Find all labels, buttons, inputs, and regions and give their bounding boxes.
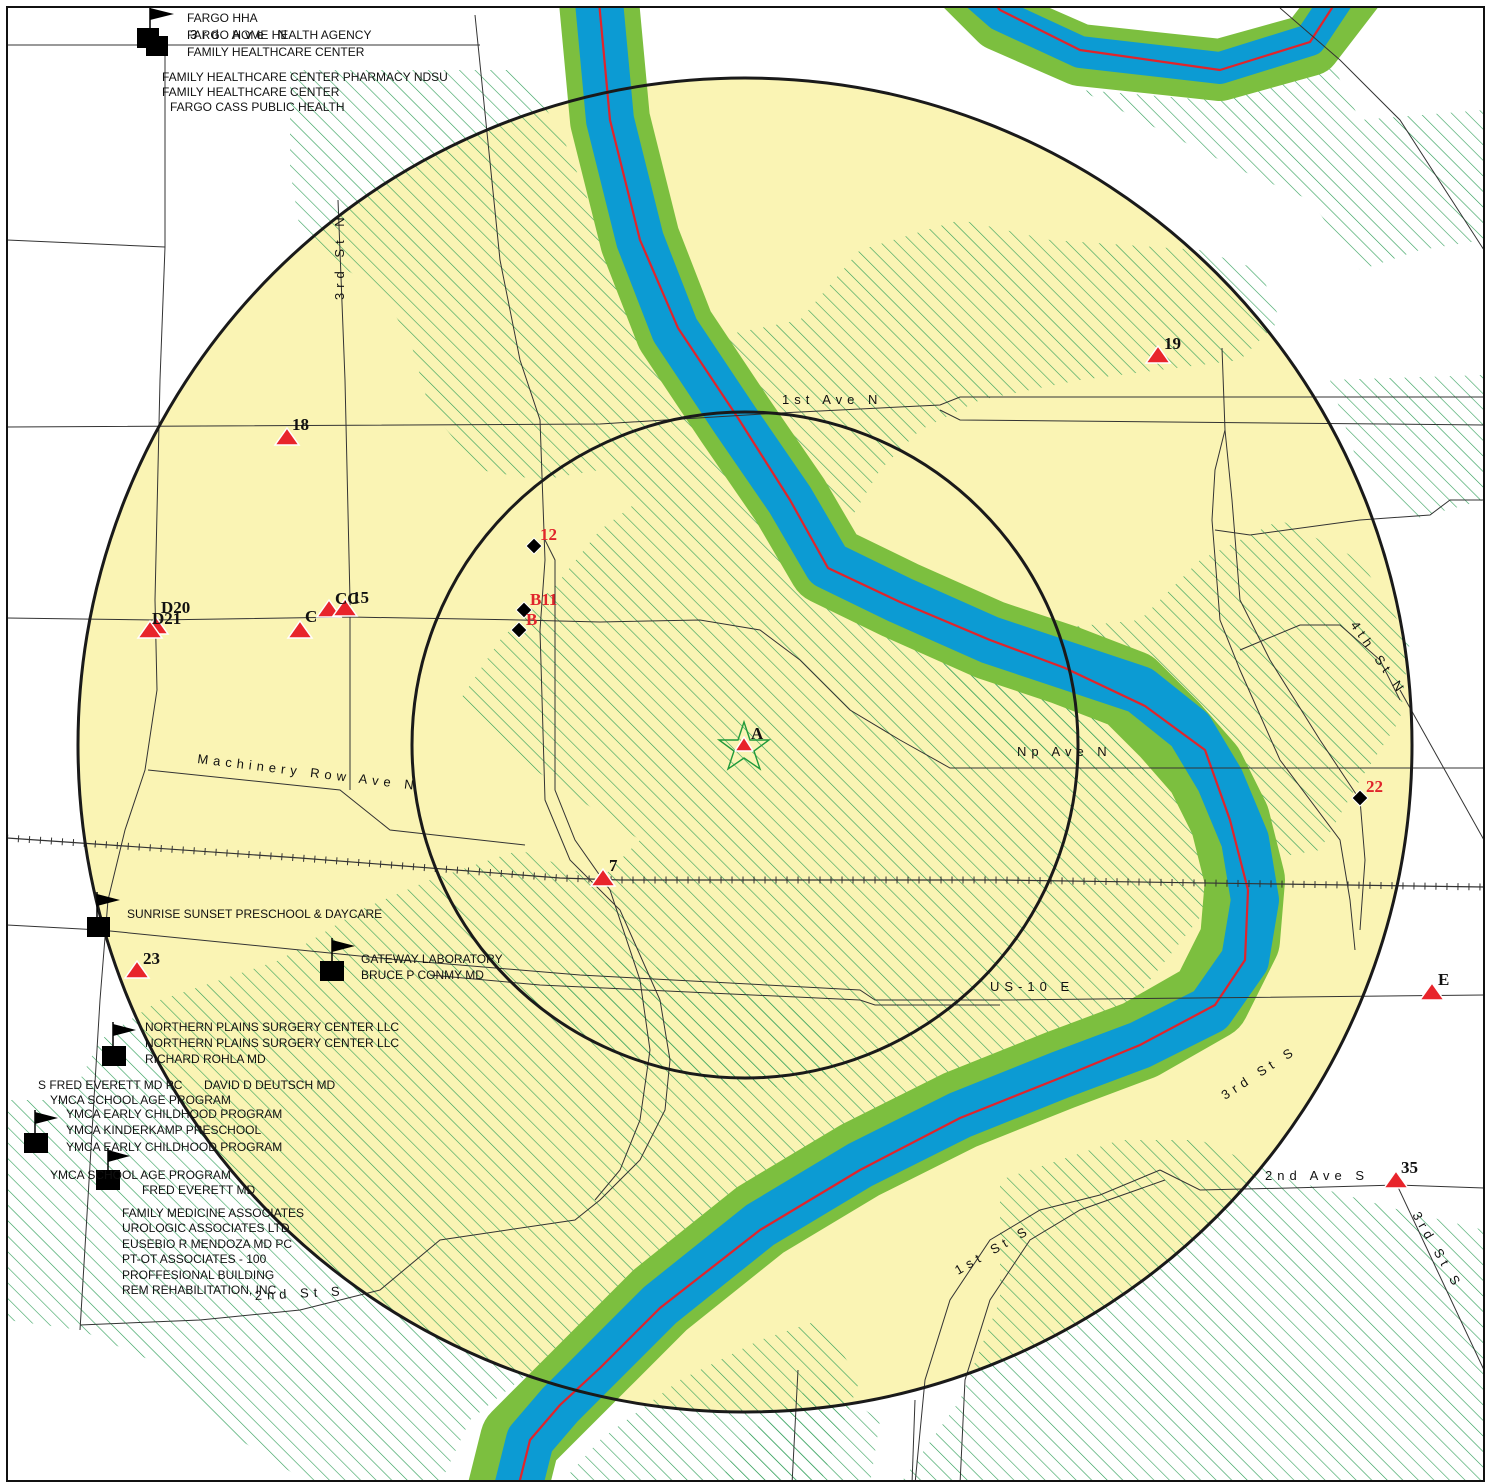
site-label-7: 7 [609,856,618,875]
site-label-d20: D20 [161,598,190,617]
outer-ring [76,76,1414,1414]
hatched-floodplain [7,60,1484,1481]
site-label-12: 12 [540,525,557,544]
site-label-23: 23 [143,949,160,968]
facility-david-deutsch: DAVID D DEUTSCH MD [204,1078,335,1092]
facility-ymca-kinderkamp: YMCA KINDERKAMP PRESCHOOL [66,1123,261,1137]
site-label-e: E [1438,970,1449,989]
railroad [7,834,1484,891]
facility-urologic: UROLOGIC ASSOCIATES LTD [122,1221,290,1235]
roads [7,7,1484,1481]
facility-ymca-school-age-2: YMCA SCHOOL AGE PROGRAM [50,1168,231,1182]
facility-fargo-hha: FARGO HHA [187,11,258,25]
flag-icon [87,892,120,937]
site-label-b: B [526,610,537,629]
site-label-18: 18 [292,415,309,434]
inner-ring [410,410,1080,1080]
facility-bruce-conmy: BRUCE P CONMY MD [361,968,484,982]
street-label-us10: US-10 E [990,979,1074,994]
river-centerline [518,7,1250,1481]
facility-rem-rehab: REM REHABILITATION, INC [122,1283,277,1297]
facility-fred-everett: FRED EVERETT MD [142,1183,255,1197]
flag-icon [24,1110,58,1153]
facility-s-fred-everett: S FRED EVERETT MD PC [38,1078,183,1092]
river [495,7,1279,1481]
site-label-cc: CC [335,589,360,608]
flag-icon [102,1022,136,1066]
flag-icon [96,1148,130,1190]
facility-family-medicine: FAMILY MEDICINE ASSOCIATES [122,1206,304,1220]
facility-family-healthcare-2: FAMILY HEALTHCARE CENTER [162,85,340,99]
site-label-19: 19 [1164,334,1181,353]
facility-fargo-cass-health: FARGO CASS PUBLIC HEALTH [170,100,345,114]
facility-proffesional-bldg: PROFFESIONAL BUILDING [122,1268,274,1282]
site-label-22: 22 [1366,777,1383,796]
street-label-1st-ave-n: 1st Ave N [782,392,882,407]
star-icon [716,719,772,771]
facility-ymca-early-2: YMCA EARLY CHILDHOOD PROGRAM [66,1140,282,1154]
site-label-b11: B11 [530,590,557,609]
site-label-15: 15 [352,588,369,607]
flag-icon [137,7,174,56]
street-label-np-ave-n: Np Ave N [1017,744,1112,759]
site-label-d21: D21 [152,609,181,628]
facility-ymca-early-1: YMCA EARLY CHILDHOOD PROGRAM [66,1107,282,1121]
flag-icon [320,938,355,981]
street-label-2nd-ave-s: 2nd Ave S [1265,1168,1369,1183]
facility-family-healthcare: FAMILY HEALTHCARE CENTER [187,45,365,59]
site-label-a: A [751,724,764,743]
facility-eusebio-mendoza: EUSEBIO R MENDOZA MD PC [122,1237,292,1251]
site-label-35: 35 [1401,1158,1418,1177]
map-frame [6,6,1485,1482]
street-label-3rd-st-n: 3rd St N [332,212,347,300]
street-label-ave-n-top: 3rd Ave N [190,27,292,42]
facility-northern-plains-2: NORTHERN PLAINS SURGERY CENTER LLC [145,1036,399,1050]
street-label-2nd-st-s: 2nd St S [254,1283,345,1303]
facility-northern-plains-1: NORTHERN PLAINS SURGERY CENTER LLC [145,1020,399,1034]
facility-gateway-lab: GATEWAY LABORATORY [361,952,503,966]
diamond-icon [510,537,1369,807]
site-label-c: C [305,607,317,626]
facility-pt-ot: PT-OT ASSOCIATES - 100 [122,1252,267,1266]
facility-fhc-pharmacy: FAMILY HEALTHCARE CENTER PHARMACY NDSU [162,70,448,84]
river-top-centerline [996,7,1334,72]
facility-richard-rohla: RICHARD ROHLA MD [145,1052,266,1066]
facility-sunrise-sunset: SUNRISE SUNSET PRESCHOOL & DAYCARE [127,907,382,921]
facility-ymca-school-age: YMCA SCHOOL AGE PROGRAM [50,1093,231,1107]
triangle-icon [123,344,1446,1189]
facility-fargo-home-health: FARGO HOME HEALTH AGENCY [187,28,371,42]
